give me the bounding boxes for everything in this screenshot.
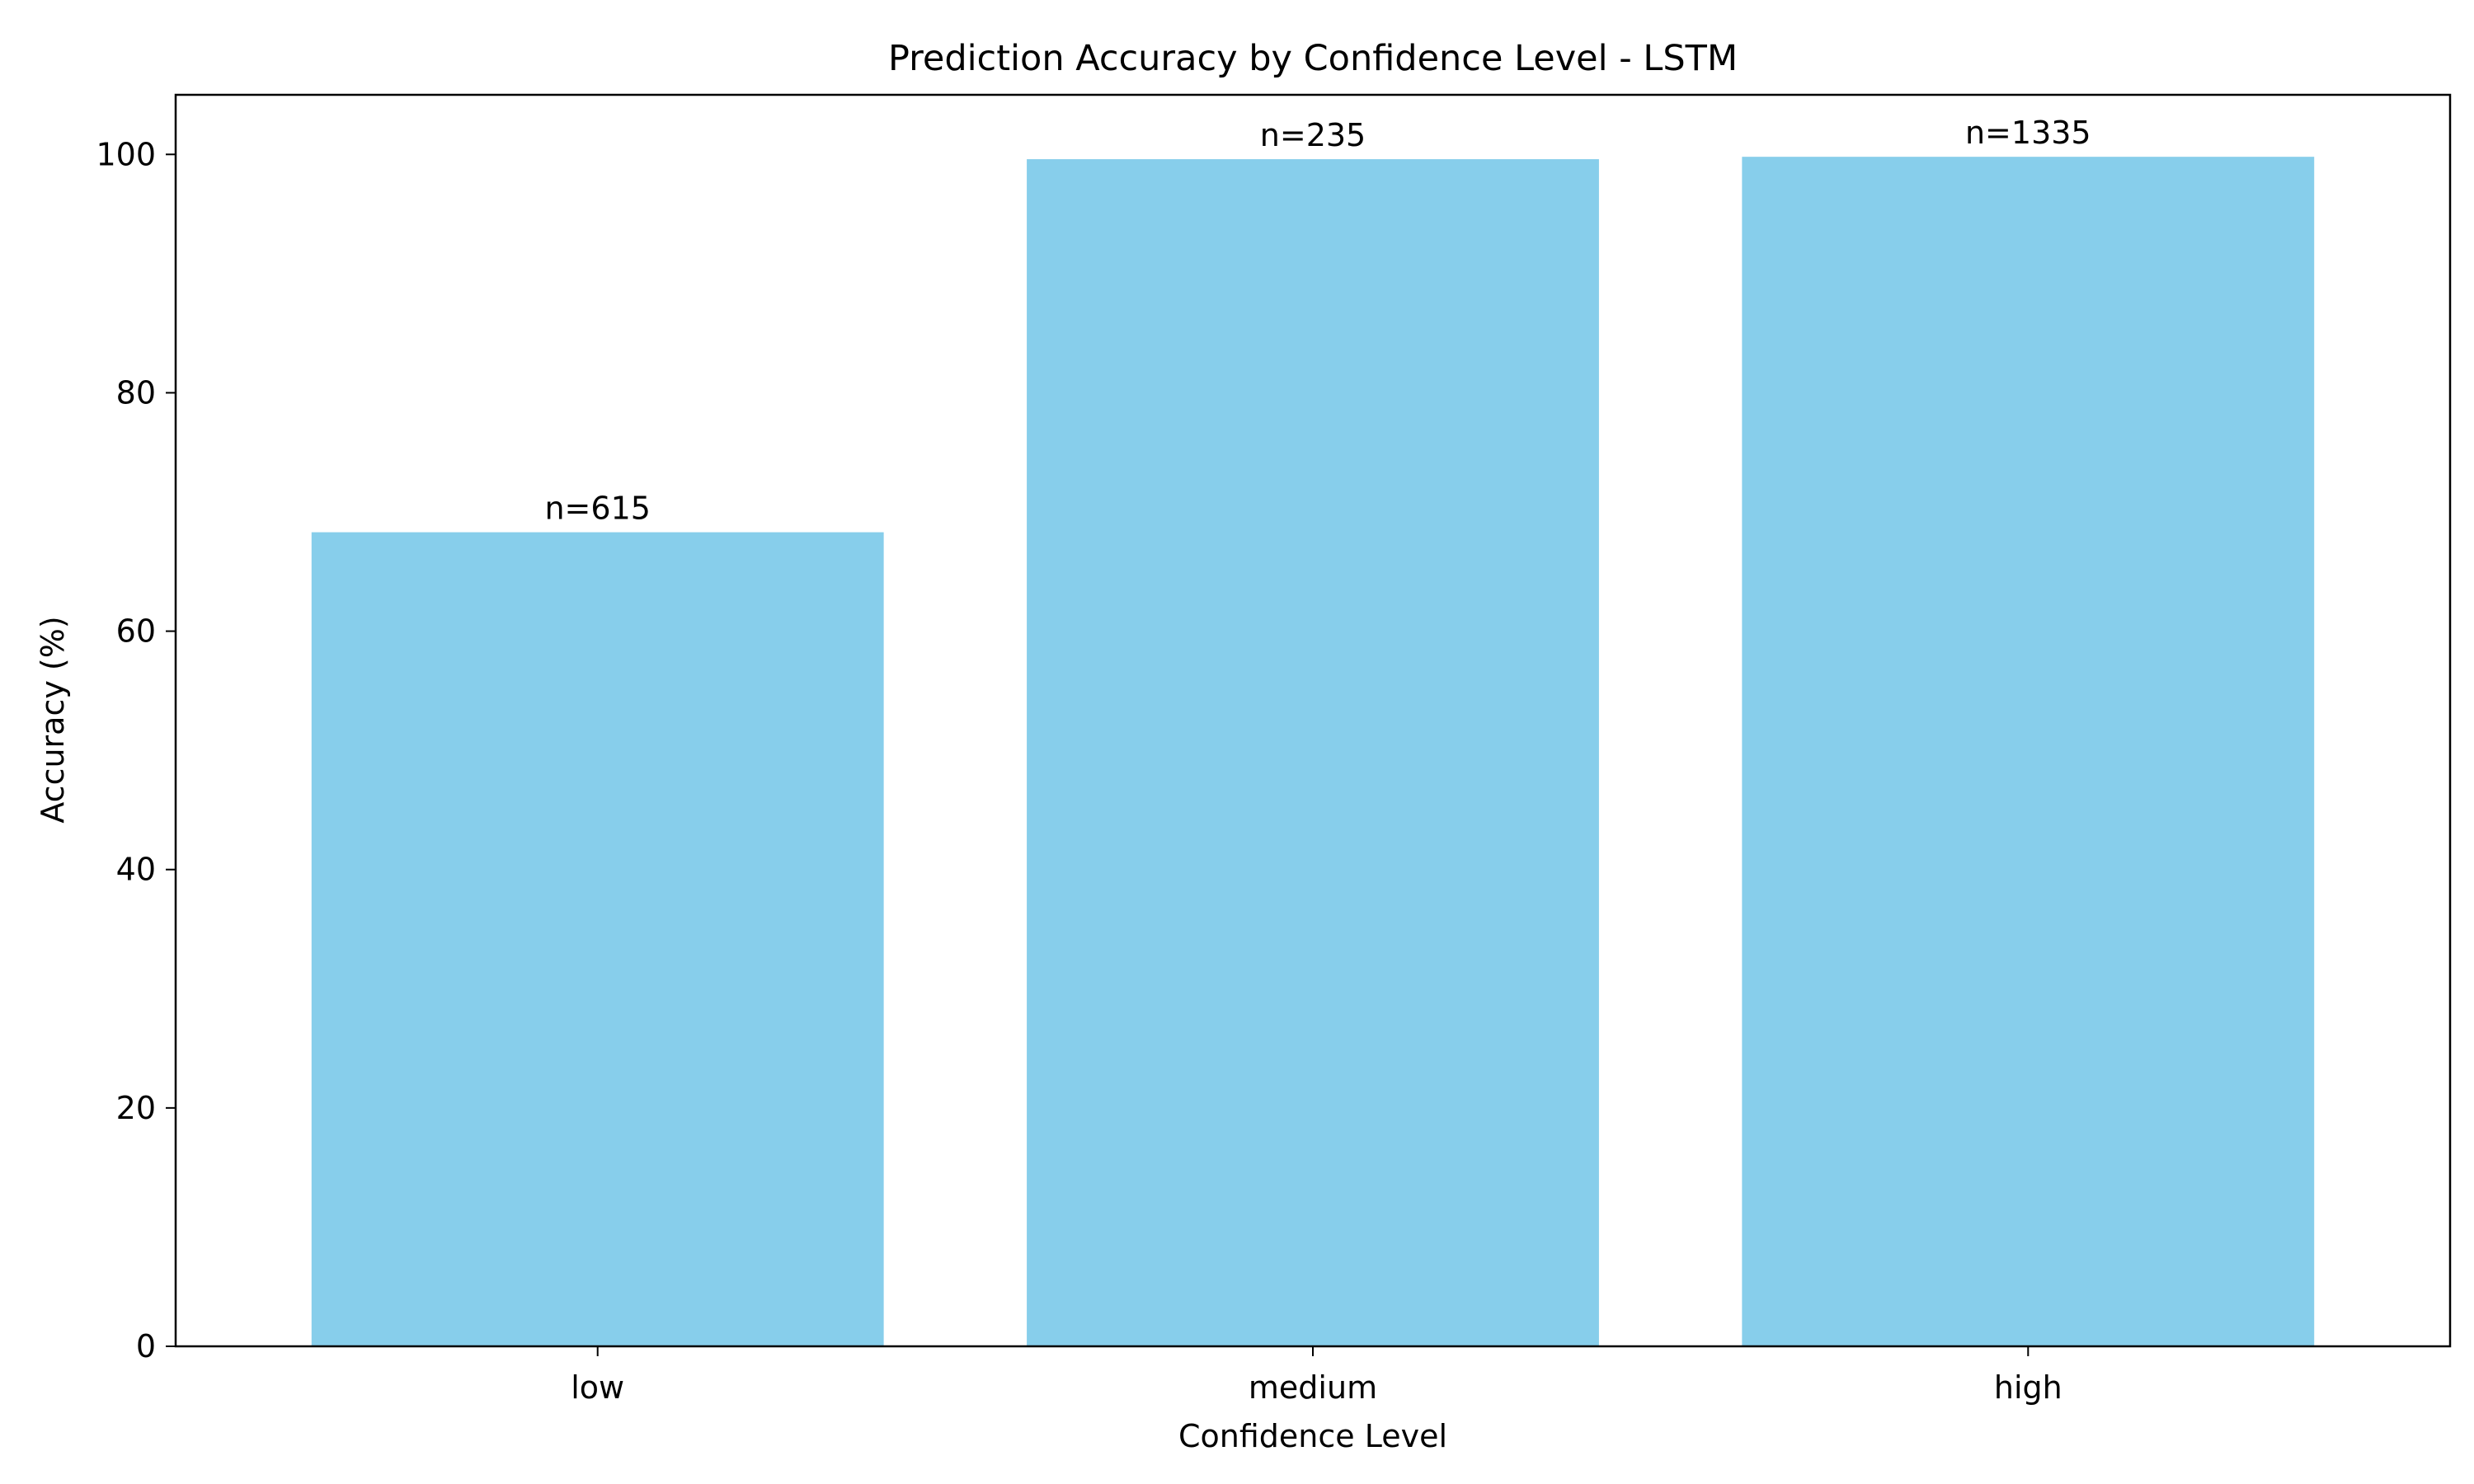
bar-low xyxy=(311,532,884,1346)
y-tick-label-0: 0 xyxy=(136,1328,156,1364)
y-tick-label-100: 100 xyxy=(96,136,156,172)
y-tick-label-20: 20 xyxy=(116,1090,156,1126)
y-tick-label-80: 80 xyxy=(116,374,156,411)
y-tick-label-40: 40 xyxy=(116,852,156,888)
bars-group xyxy=(311,157,2315,1347)
plot-area xyxy=(174,93,2452,1348)
x-tick-label-high: high xyxy=(1994,1369,2062,1406)
bar-labels-group: n=615 n=235 n=1335 xyxy=(544,115,2091,526)
bar-data-label-low: n=615 xyxy=(544,491,650,527)
x-axis: low medium high xyxy=(571,1346,2062,1406)
x-tick-label-low: low xyxy=(571,1369,624,1406)
y-axis: 0 20 40 60 80 100 xyxy=(96,136,176,1364)
bar-medium xyxy=(1027,159,1599,1346)
plot-frame xyxy=(174,93,2452,1348)
y-tick-label-60: 60 xyxy=(116,613,156,650)
bar-data-label-high: n=1335 xyxy=(1965,115,2091,151)
bar-high xyxy=(1742,157,2315,1347)
x-tick-label-medium: medium xyxy=(1249,1369,1377,1406)
chart-title: Prediction Accuracy by Confidence Level … xyxy=(888,38,1738,79)
x-axis-label: Confidence Level xyxy=(1178,1418,1447,1454)
y-axis-label: Accuracy (%) xyxy=(35,616,71,823)
bar-data-label-medium: n=235 xyxy=(1260,117,1366,153)
